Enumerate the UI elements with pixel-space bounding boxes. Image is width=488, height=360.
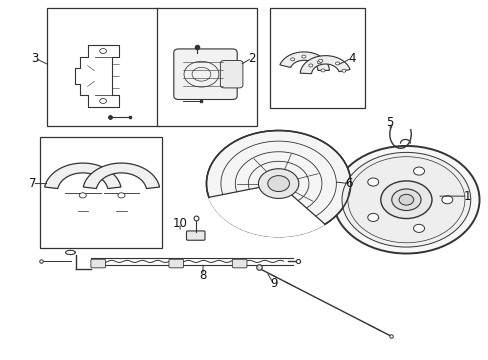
- Circle shape: [391, 189, 420, 211]
- Circle shape: [320, 69, 325, 72]
- Bar: [40, 137, 161, 248]
- Text: 3: 3: [31, 51, 39, 64]
- Text: 10: 10: [172, 216, 187, 230]
- Circle shape: [367, 178, 378, 186]
- Polygon shape: [44, 163, 121, 189]
- FancyBboxPatch shape: [232, 259, 246, 268]
- Polygon shape: [279, 52, 329, 71]
- Text: 9: 9: [269, 278, 277, 291]
- Circle shape: [341, 69, 345, 72]
- Text: 7: 7: [29, 177, 36, 190]
- Bar: [270, 8, 365, 108]
- Polygon shape: [83, 163, 159, 189]
- FancyBboxPatch shape: [186, 231, 204, 240]
- Circle shape: [308, 64, 312, 67]
- Bar: [157, 8, 256, 126]
- Text: 2: 2: [247, 51, 255, 64]
- Circle shape: [441, 196, 452, 204]
- Bar: [47, 8, 159, 126]
- Text: 1: 1: [463, 190, 470, 203]
- Circle shape: [380, 181, 431, 219]
- Circle shape: [301, 55, 305, 58]
- Circle shape: [258, 169, 298, 198]
- Circle shape: [413, 167, 424, 175]
- Polygon shape: [300, 56, 349, 74]
- Text: 4: 4: [347, 51, 355, 64]
- Text: 8: 8: [199, 269, 206, 282]
- Circle shape: [290, 58, 294, 61]
- Circle shape: [267, 176, 289, 192]
- Circle shape: [413, 224, 424, 233]
- Circle shape: [206, 131, 350, 237]
- Circle shape: [335, 62, 339, 65]
- Circle shape: [100, 99, 106, 103]
- FancyBboxPatch shape: [168, 259, 183, 268]
- Circle shape: [332, 146, 479, 253]
- Circle shape: [318, 59, 322, 62]
- Circle shape: [100, 49, 106, 54]
- Circle shape: [367, 213, 378, 221]
- FancyBboxPatch shape: [173, 49, 237, 99]
- FancyBboxPatch shape: [220, 60, 243, 88]
- Text: 5: 5: [386, 116, 393, 129]
- Circle shape: [398, 194, 413, 205]
- Circle shape: [79, 193, 86, 198]
- Wedge shape: [208, 184, 325, 237]
- Circle shape: [317, 61, 321, 64]
- Circle shape: [118, 193, 124, 198]
- FancyBboxPatch shape: [91, 259, 105, 268]
- Circle shape: [347, 157, 464, 243]
- Text: 6: 6: [345, 177, 352, 190]
- Circle shape: [341, 152, 470, 247]
